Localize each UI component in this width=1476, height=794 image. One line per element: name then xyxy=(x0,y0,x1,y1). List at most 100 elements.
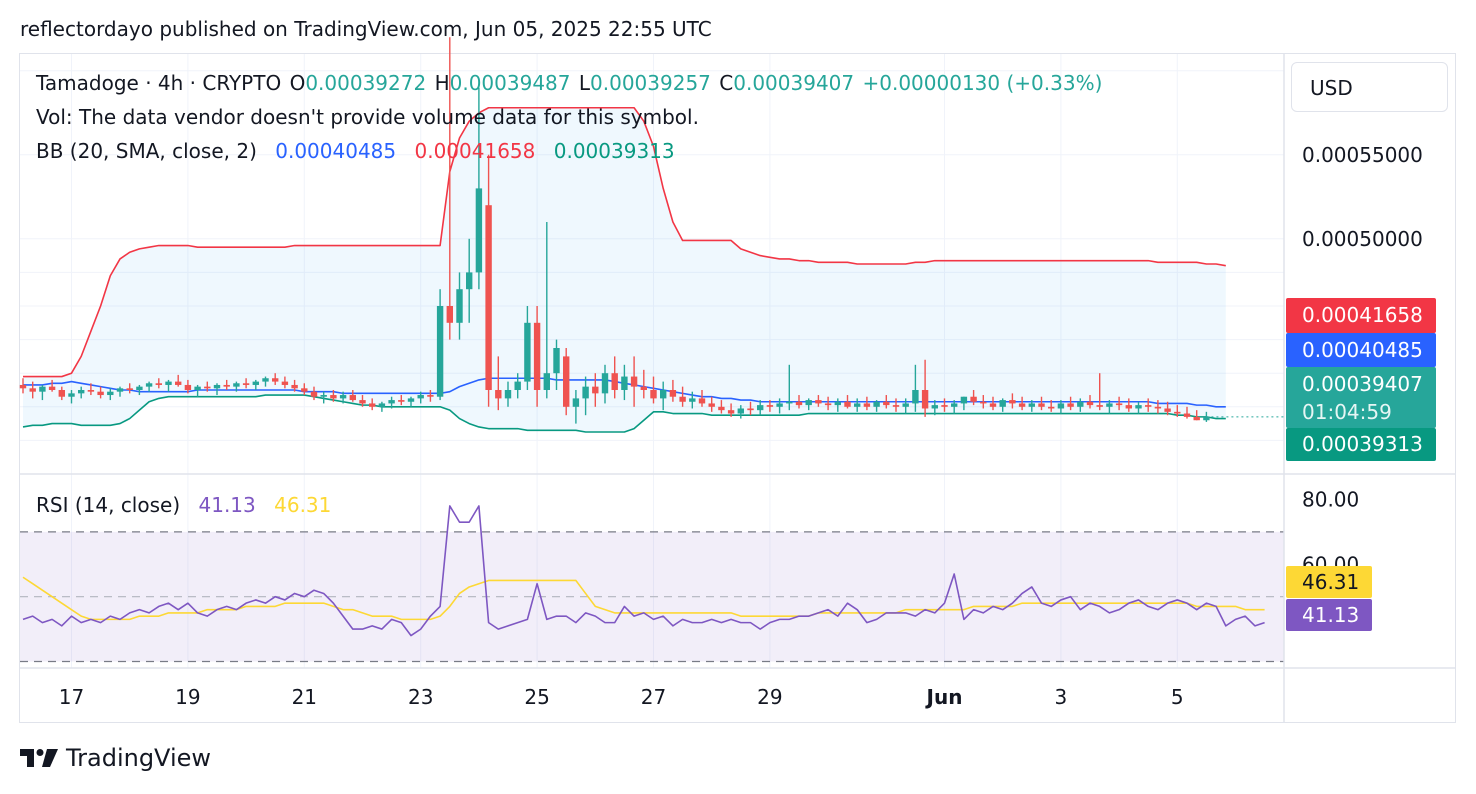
bb-label[interactable]: BB (20, SMA, close, 2) xyxy=(36,139,257,163)
rsi-legend: RSI (14, close) 41.13 46.31 xyxy=(36,493,333,517)
rsi-ma-tag: 46.31 xyxy=(1286,566,1372,598)
time-tick-label: 23 xyxy=(408,685,433,709)
bb-lower-tag: 0.00039313 xyxy=(1286,428,1436,461)
candle-body xyxy=(1125,405,1132,409)
time-tick-label: 17 xyxy=(59,685,84,709)
candle-body xyxy=(999,400,1006,407)
symbol-label[interactable]: Tamadoge · 4h · CRYPTO xyxy=(36,71,282,95)
time-tick-label: Jun xyxy=(925,685,963,709)
price-tick-label: 0.00055000 xyxy=(1302,143,1423,167)
candle-body xyxy=(815,400,822,404)
candle-body xyxy=(1077,401,1084,407)
candle-body xyxy=(669,390,677,397)
candle-body xyxy=(795,401,803,406)
candle-body xyxy=(1135,405,1142,409)
candle-body xyxy=(281,381,289,385)
candle-body xyxy=(844,401,851,407)
candle-body xyxy=(1096,405,1103,407)
candle-body xyxy=(1009,400,1016,404)
candle-body xyxy=(854,403,861,407)
candle-body xyxy=(718,406,725,411)
candle-body xyxy=(621,376,628,390)
candle-body xyxy=(116,388,124,392)
candle-body xyxy=(1038,403,1045,407)
candle-body xyxy=(980,401,987,404)
rsi-tick-label: 80.00 xyxy=(1302,487,1359,511)
currency-selector[interactable]: USD xyxy=(1291,62,1448,112)
candle-body xyxy=(873,401,880,407)
candle-body xyxy=(436,306,444,397)
chart-frame xyxy=(19,53,1456,723)
bb-basis-tag: 0.00040485 xyxy=(1286,333,1436,367)
candle-body xyxy=(931,405,938,409)
last-price-tag: 0.00039407 01:04:59 xyxy=(1286,367,1436,428)
tradingview-icon xyxy=(20,749,58,767)
candle-body xyxy=(1028,403,1035,407)
candle-body xyxy=(398,400,405,402)
price-tick-label: 0.00050000 xyxy=(1302,227,1423,251)
candle-body xyxy=(1067,403,1074,407)
rsi-label[interactable]: RSI (14, close) xyxy=(36,493,181,517)
close-label: C xyxy=(719,71,734,95)
last-price-value: 0.00039407 xyxy=(1302,372,1423,396)
candle-body xyxy=(863,403,871,407)
candle-body xyxy=(902,403,909,407)
candle-body xyxy=(456,289,463,323)
candle-body xyxy=(1193,416,1200,421)
candle-body xyxy=(107,391,114,396)
tradingview-logo[interactable]: TradingView xyxy=(20,744,211,772)
time-tick-label: 25 xyxy=(524,685,549,709)
candle-body xyxy=(989,403,997,407)
bb-upper-line xyxy=(23,106,1226,378)
candle-body xyxy=(184,384,192,390)
candle-body xyxy=(504,390,512,399)
bb-upper-tag: 0.00041658 xyxy=(1286,298,1436,333)
open-label: O xyxy=(289,71,306,95)
candle-body xyxy=(1048,406,1055,409)
candle-body xyxy=(1154,406,1162,409)
time-tick-label: 29 xyxy=(757,685,782,709)
candle-body xyxy=(543,373,550,390)
time-tick-label: 21 xyxy=(292,685,317,709)
bb-basis-value: 0.00040485 xyxy=(275,139,397,163)
candle-body xyxy=(369,403,376,407)
candle-body xyxy=(320,395,327,397)
candle-body xyxy=(757,405,764,411)
candle-body xyxy=(165,381,172,385)
candle-body xyxy=(272,378,279,382)
candle-body xyxy=(1164,408,1171,412)
candle-body xyxy=(601,373,609,394)
time-tick-label: 27 xyxy=(641,685,666,709)
candle-body xyxy=(388,400,395,404)
candle-body xyxy=(679,396,686,402)
candle-body xyxy=(301,388,308,392)
volume-note: Vol: The data vendor doesn't provide vol… xyxy=(36,105,699,129)
bb-band-fill xyxy=(23,107,1226,432)
candle-body xyxy=(1057,403,1065,409)
candle-body xyxy=(1174,411,1181,414)
candle-body xyxy=(1115,403,1123,406)
candle-body xyxy=(776,403,783,407)
candle-body xyxy=(194,386,201,390)
candle-body xyxy=(970,396,977,402)
candle-body xyxy=(339,395,347,399)
candle-body xyxy=(485,205,492,390)
low-value: 0.00039257 xyxy=(590,71,711,95)
candle-body xyxy=(834,401,841,406)
candle-body xyxy=(1106,403,1113,407)
candle-body xyxy=(611,373,618,390)
candle-body xyxy=(39,386,46,392)
candle-body xyxy=(1145,405,1152,407)
candle-body xyxy=(466,272,473,290)
candle-body xyxy=(213,384,221,389)
candle-body xyxy=(78,390,85,394)
candle-body xyxy=(407,398,415,402)
candle-body xyxy=(145,383,153,387)
candle-body xyxy=(630,376,638,387)
candle-body xyxy=(883,401,890,406)
change-value: +0.00000130 (+0.33%) xyxy=(862,71,1103,95)
candle-body xyxy=(941,405,948,407)
candle-body xyxy=(262,378,269,382)
bb-upper-value: 0.00041658 xyxy=(414,139,536,163)
